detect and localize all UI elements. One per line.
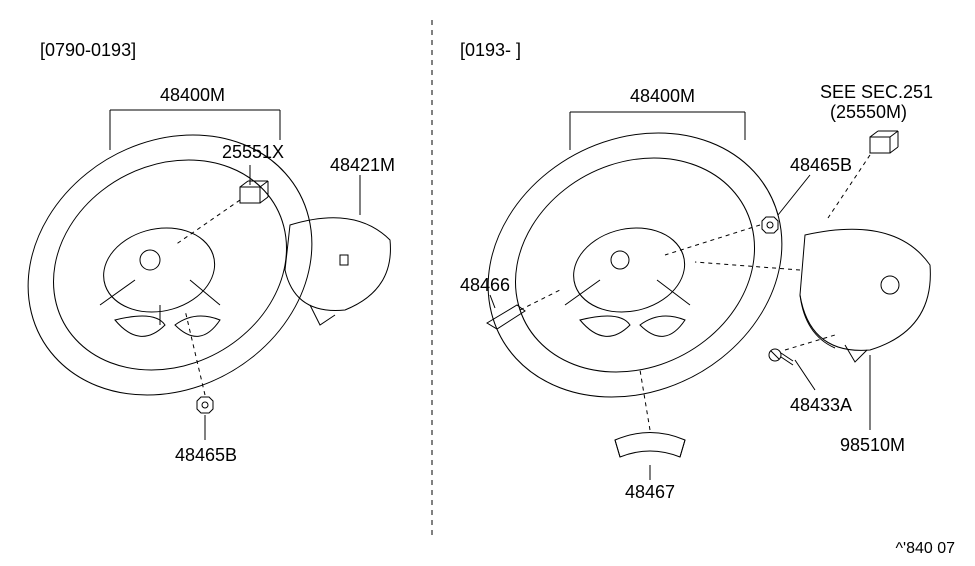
right-label-48465B: 48465B (790, 155, 852, 176)
right-airbag (800, 229, 930, 362)
left-cover (285, 218, 390, 325)
right-bolt (769, 349, 793, 365)
left-nut (197, 397, 213, 413)
diagram-page: [0790-0193] 48400M 25551X 48421M 48465B … (0, 0, 975, 566)
right-label-48400M: 48400M (630, 86, 695, 107)
right-label-see-sec-ref: (25550M) (830, 102, 907, 123)
right-date-range: [0193- ] (460, 40, 521, 61)
left-switch (240, 181, 268, 203)
right-label-48466: 48466 (460, 275, 510, 296)
footer-code: ^'840 07 (896, 540, 956, 558)
right-steering-wheel (467, 133, 804, 397)
left-label-48421M: 48421M (330, 155, 395, 176)
right-label-48467: 48467 (625, 482, 675, 503)
right-label-48433A: 48433A (790, 395, 852, 416)
right-label-see-sec: SEE SEC.251 (820, 82, 933, 103)
left-label-48400M: 48400M (160, 85, 225, 106)
left-steering-wheel (7, 135, 333, 395)
right-switch (870, 131, 898, 153)
left-label-25551X: 25551X (222, 142, 284, 163)
right-label-98510M: 98510M (840, 435, 905, 456)
right-nut (762, 217, 778, 233)
left-label-48465B: 48465B (175, 445, 237, 466)
left-date-range: [0790-0193] (40, 40, 136, 61)
right-lid-lower (615, 433, 685, 458)
